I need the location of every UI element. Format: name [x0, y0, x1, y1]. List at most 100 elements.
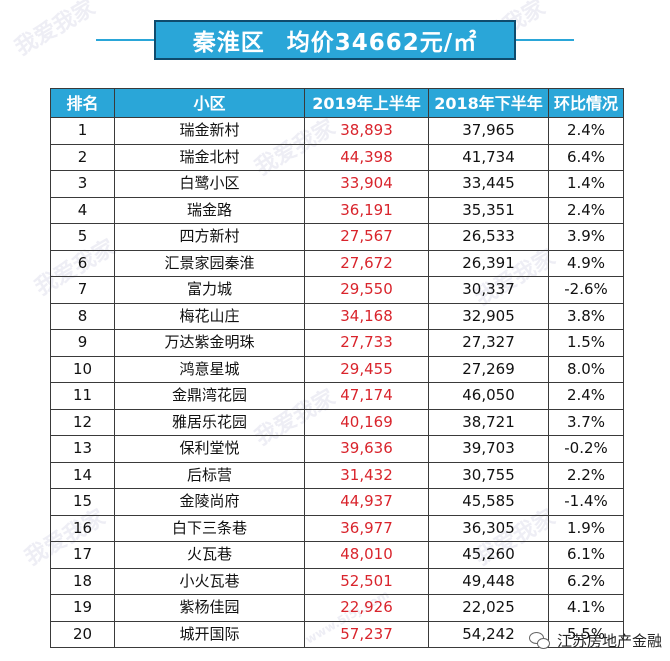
cell-price-h2-2018: 37,965 — [428, 117, 549, 145]
cell-change: 6.1% — [548, 541, 624, 569]
title-banner: 秦淮区 均价34662元/㎡ — [0, 14, 670, 64]
table-row: 14 后标营 31,432 30,755 2.2% — [50, 461, 624, 489]
cell-price-h2-2018: 39,703 — [428, 435, 549, 463]
cell-community: 万达紫金明珠 — [114, 329, 305, 357]
cell-price-h1-2019: 33,904 — [304, 170, 429, 198]
cell-price-h1-2019: 36,191 — [304, 196, 429, 224]
cell-change: 1.4% — [548, 170, 624, 198]
cell-price-h1-2019: 40,169 — [304, 408, 429, 436]
cell-rank: 1 — [50, 117, 115, 145]
table-row: 10 鸿意星城 29,455 27,269 8.0% — [50, 355, 624, 383]
cell-price-h2-2018: 30,755 — [428, 461, 549, 489]
table-row: 4 瑞金路 36,191 35,351 2.4% — [50, 196, 624, 224]
table-row: 9 万达紫金明珠 27,733 27,327 1.5% — [50, 329, 624, 357]
cell-rank: 11 — [50, 382, 115, 410]
cell-rank: 16 — [50, 514, 115, 542]
cell-change: 3.9% — [548, 223, 624, 251]
table-row: 12 雅居乐花园 40,169 38,721 3.7% — [50, 408, 624, 436]
cell-community: 紫杨佳园 — [114, 594, 305, 622]
cell-change: 4.9% — [548, 249, 624, 277]
table-row: 16 白下三条巷 36,977 36,305 1.9% — [50, 514, 624, 542]
cell-price-h1-2019: 44,937 — [304, 488, 429, 516]
cell-price-h1-2019: 34,168 — [304, 302, 429, 330]
cell-price-h1-2019: 47,174 — [304, 382, 429, 410]
column-header-community: 小区 — [114, 88, 305, 118]
cell-price-h2-2018: 32,905 — [428, 302, 549, 330]
table-row: 3 白鹭小区 33,904 33,445 1.4% — [50, 170, 624, 198]
table-row: 7 富力城 29,550 30,337 -2.6% — [50, 276, 624, 304]
cell-rank: 18 — [50, 567, 115, 595]
cell-change: 2.4% — [548, 382, 624, 410]
cell-rank: 9 — [50, 329, 115, 357]
table-row: 15 金陵尚府 44,937 45,585 -1.4% — [50, 488, 624, 516]
cell-community: 瑞金路 — [114, 196, 305, 224]
cell-price-h1-2019: 31,432 — [304, 461, 429, 489]
cell-rank: 5 — [50, 223, 115, 251]
column-header-rank: 排名 — [50, 88, 115, 118]
cell-change: 5.5% — [548, 620, 624, 648]
cell-price-h2-2018: 27,327 — [428, 329, 549, 357]
cell-change: 2.4% — [548, 117, 624, 145]
cell-community: 雅居乐花园 — [114, 408, 305, 436]
cell-community: 鸿意星城 — [114, 355, 305, 383]
table-row: 11 金鼎湾花园 47,174 46,050 2.4% — [50, 382, 624, 410]
cell-community: 保利堂悦 — [114, 435, 305, 463]
cell-change: 8.0% — [548, 355, 624, 383]
cell-price-h1-2019: 44,398 — [304, 143, 429, 171]
cell-community: 瑞金新村 — [114, 117, 305, 145]
cell-price-h1-2019: 27,567 — [304, 223, 429, 251]
cell-community: 四方新村 — [114, 223, 305, 251]
page-title: 秦淮区 均价34662元/㎡ — [154, 20, 516, 60]
cell-rank: 2 — [50, 143, 115, 171]
cell-price-h2-2018: 30,337 — [428, 276, 549, 304]
column-header-change: 环比情况 — [548, 88, 624, 118]
cell-price-h2-2018: 33,445 — [428, 170, 549, 198]
table-row: 18 小火瓦巷 52,501 49,448 6.2% — [50, 567, 624, 595]
cell-rank: 8 — [50, 302, 115, 330]
cell-community: 火瓦巷 — [114, 541, 305, 569]
cell-rank: 6 — [50, 249, 115, 277]
cell-change: -2.6% — [548, 276, 624, 304]
title-line-right — [516, 39, 574, 41]
cell-community: 白鹭小区 — [114, 170, 305, 198]
cell-community: 小火瓦巷 — [114, 567, 305, 595]
cell-rank: 15 — [50, 488, 115, 516]
cell-rank: 13 — [50, 435, 115, 463]
cell-price-h2-2018: 36,305 — [428, 514, 549, 542]
brand-name: 江苏房地产金融 — [556, 632, 662, 650]
wechat-icon — [528, 631, 551, 650]
cell-change: -0.2% — [548, 435, 624, 463]
cell-price-h2-2018: 46,050 — [428, 382, 549, 410]
table-row: 17 火瓦巷 48,010 45,260 6.1% — [50, 541, 624, 569]
cell-change: -1.4% — [548, 488, 624, 516]
cell-rank: 19 — [50, 594, 115, 622]
cell-price-h1-2019: 38,893 — [304, 117, 429, 145]
cell-change: 4.1% — [548, 594, 624, 622]
table-row: 6 汇景家园秦淮 27,672 26,391 4.9% — [50, 249, 624, 277]
cell-price-h1-2019: 27,672 — [304, 249, 429, 277]
cell-rank: 3 — [50, 170, 115, 198]
cell-price-h2-2018: 26,391 — [428, 249, 549, 277]
cell-community: 富力城 — [114, 276, 305, 304]
cell-change: 1.5% — [548, 329, 624, 357]
cell-community: 金陵尚府 — [114, 488, 305, 516]
cell-price-h2-2018: 38,721 — [428, 408, 549, 436]
cell-price-h2-2018: 26,533 — [428, 223, 549, 251]
cell-change: 3.8% — [548, 302, 624, 330]
table-row: 8 梅花山庄 34,168 32,905 3.8% — [50, 302, 624, 330]
cell-change: 6.4% — [548, 143, 624, 171]
cell-community: 金鼎湾花园 — [114, 382, 305, 410]
footer-brand: 江苏房地产金融 — [528, 630, 662, 651]
cell-change: 1.9% — [548, 514, 624, 542]
cell-price-h2-2018: 49,448 — [428, 567, 549, 595]
cell-change: 6.2% — [548, 567, 624, 595]
cell-change: 2.4% — [548, 196, 624, 224]
cell-price-h2-2018: 45,585 — [428, 488, 549, 516]
cell-price-h1-2019: 52,501 — [304, 567, 429, 595]
cell-price-h2-2018: 35,351 — [428, 196, 549, 224]
cell-community: 后标营 — [114, 461, 305, 489]
table-row: 19 紫杨佳园 22,926 22,025 4.1% — [50, 594, 624, 622]
cell-price-h1-2019: 27,733 — [304, 329, 429, 357]
cell-rank: 20 — [50, 620, 115, 648]
district-name: 秦淮区 — [192, 30, 265, 56]
